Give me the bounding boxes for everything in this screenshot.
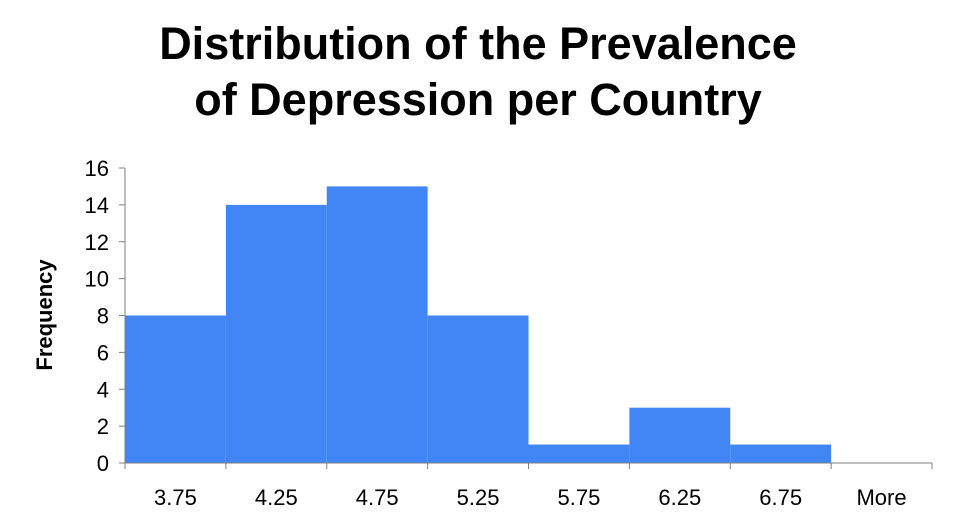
y-tick-label: 0 — [97, 451, 109, 476]
x-tick-label: 5.25 — [457, 485, 500, 510]
y-tick-label: 16 — [85, 156, 109, 181]
x-tick-label: 6.25 — [658, 485, 701, 510]
bar-5-25 — [427, 315, 529, 463]
bar-5-75 — [528, 444, 630, 463]
chart-title: Distribution of the Prevalence of Depres… — [0, 16, 956, 128]
bars-layer — [125, 186, 832, 464]
x-tick-label: 5.75 — [558, 485, 601, 510]
chart-title-line-2: of Depression per Country — [194, 74, 762, 125]
bar-6-25 — [629, 407, 731, 463]
y-tick-label: 4 — [97, 377, 109, 402]
x-tick-label: 4.75 — [356, 485, 399, 510]
y-tick-label: 14 — [85, 193, 109, 218]
y-tick-label: 8 — [97, 304, 109, 329]
bar-3-75 — [125, 315, 226, 463]
x-tick-label: 4.25 — [255, 485, 298, 510]
labels-layer: 0 2 4 6 8 10 12 14 16 3.75 4.25 4.75 5.25 5.75 6.25 6.7… — [85, 156, 907, 510]
chart-title-line-1: Distribution of the Prevalence — [159, 18, 797, 69]
y-tick-label: 10 — [85, 267, 109, 292]
bar-6-75 — [730, 444, 832, 463]
axes-layer — [119, 167, 933, 469]
bar-4-75 — [326, 186, 428, 463]
x-tick-label: 3.75 — [154, 485, 197, 510]
y-tick-label: 6 — [97, 340, 109, 365]
y-tick-label: 12 — [85, 230, 109, 255]
x-tick-label: 6.75 — [759, 485, 802, 510]
bar-4-25 — [225, 204, 327, 464]
y-axis-label: Frequency — [32, 259, 57, 371]
y-tick-label: 2 — [97, 414, 109, 439]
x-tick-label: More — [856, 485, 906, 510]
